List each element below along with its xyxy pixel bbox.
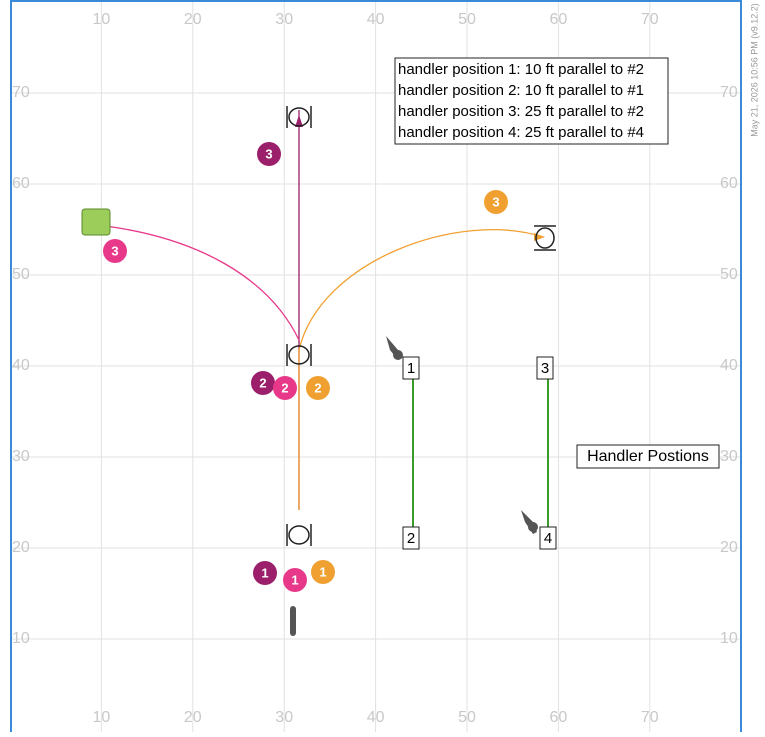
table [81, 208, 111, 236]
legend: handler position 1: 10 ft parallel to #2… [398, 61, 644, 141]
x-tick-label: 50 [458, 11, 476, 28]
badge-label: 3 [111, 243, 118, 258]
legend-box [394, 57, 669, 145]
badge [273, 376, 297, 400]
badge [311, 560, 335, 584]
badge [283, 568, 307, 592]
y-tick-label: 60 [720, 175, 738, 192]
x-tick-label: 50 [458, 709, 476, 726]
y-tick-label: 10 [720, 630, 738, 647]
y-tick-label: 70 [12, 84, 30, 101]
y-tick-label: 30 [720, 448, 738, 465]
x-tick-label: 30 [275, 11, 293, 28]
badge-label: 1 [319, 564, 326, 579]
legend-line: handler position 2: 10 ft parallel to #1 [398, 82, 644, 99]
post-box [536, 356, 554, 380]
y-tick-label: 50 [720, 266, 738, 283]
x-tick-label: 40 [367, 11, 385, 28]
post-box [402, 356, 420, 380]
y-tick-label: 40 [720, 357, 738, 374]
frame [10, 0, 742, 737]
path-orange [298, 229, 544, 510]
badge [103, 239, 127, 263]
post-label: 2 [407, 530, 415, 547]
jumps [286, 106, 556, 546]
x-tick-label: 30 [275, 709, 293, 726]
y-tick-label: 40 [12, 357, 30, 374]
y-tick-label: 50 [12, 266, 30, 283]
x-tick-label: 70 [641, 11, 659, 28]
badge [484, 190, 508, 214]
x-tick-label: 40 [367, 709, 385, 726]
y-tick-label: 30 [12, 448, 30, 465]
x-tick-label: 60 [550, 11, 568, 28]
y-tick-label: 60 [12, 175, 30, 192]
badge [257, 142, 281, 166]
badge-label: 2 [259, 375, 266, 390]
x-tick-label: 70 [641, 709, 659, 726]
x-tick-label: 10 [93, 11, 111, 28]
y-tick-label: 20 [720, 539, 738, 556]
badge [306, 376, 330, 400]
figures [290, 336, 538, 636]
post-box [402, 526, 420, 550]
badge-label: 3 [492, 194, 499, 209]
badge [253, 561, 277, 585]
x-tick-label: 10 [93, 709, 111, 726]
badge-label: 1 [291, 572, 298, 587]
legend-line: handler position 4: 25 ft parallel to #4 [398, 124, 644, 141]
post-box [539, 526, 557, 550]
legend-line: handler position 1: 10 ft parallel to #2 [398, 61, 644, 78]
badge-label: 3 [265, 146, 272, 161]
post-label: 4 [544, 530, 552, 547]
post-label: 1 [407, 360, 415, 377]
timestamp: May 21, 2026 10:56 PM (v9.12.2) [749, 3, 759, 137]
y-tick-label: 70 [720, 84, 738, 101]
badge-label: 2 [314, 380, 321, 395]
x-tick-label: 20 [184, 11, 202, 28]
handler-label: Handler Postions [587, 448, 709, 465]
arrow [295, 115, 303, 127]
x-tick-label: 20 [184, 709, 202, 726]
badge-label: 2 [281, 380, 288, 395]
badge-label: 1 [261, 565, 268, 580]
label-box [576, 444, 720, 469]
legend-line: handler position 3: 25 ft parallel to #2 [398, 103, 644, 120]
x-tick-label: 60 [550, 709, 568, 726]
path-pink [87, 223, 300, 341]
y-tick-label: 20 [12, 539, 30, 556]
post-label: 3 [541, 360, 549, 377]
badge [251, 371, 275, 395]
y-tick-label: 10 [12, 630, 30, 647]
